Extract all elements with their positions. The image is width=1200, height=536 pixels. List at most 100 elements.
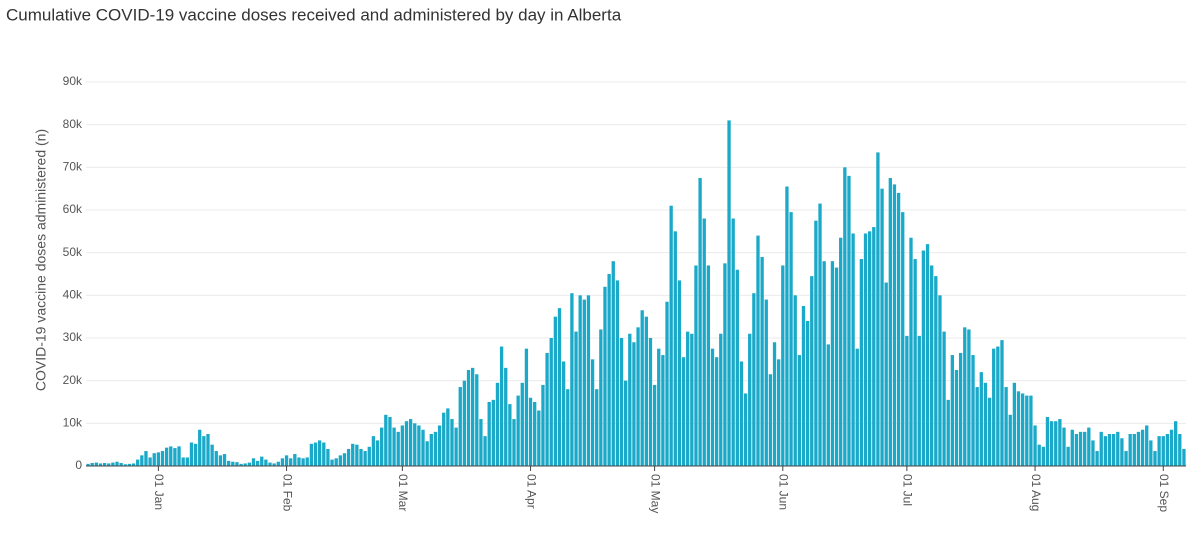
bar: [260, 456, 264, 466]
bar: [702, 218, 706, 466]
bar: [243, 463, 247, 466]
bar: [483, 436, 487, 466]
x-tick-label: 01 Apr: [524, 474, 538, 509]
x-tick-label: 01 May: [648, 474, 662, 513]
bar: [239, 463, 243, 466]
bar: [1033, 425, 1037, 466]
bar: [338, 455, 342, 466]
bar: [942, 331, 946, 466]
bar: [582, 299, 586, 466]
chart-title: Cumulative COVID-19 vaccine doses receiv…: [6, 5, 622, 24]
bar: [1095, 451, 1099, 466]
bar: [1132, 434, 1136, 466]
bar: [1157, 436, 1161, 466]
bar: [992, 348, 996, 466]
bar: [499, 346, 504, 466]
bar: [884, 282, 888, 466]
bar: [384, 414, 388, 466]
bar: [855, 348, 859, 466]
bar: [508, 404, 512, 466]
bar: [1116, 431, 1120, 466]
bar: [574, 331, 578, 466]
y-tick-label: 20k: [63, 373, 83, 387]
bar: [169, 446, 173, 466]
bar: [388, 416, 392, 466]
y-tick-label: 90k: [63, 74, 83, 88]
bar: [127, 463, 132, 466]
bar: [495, 382, 500, 466]
bar: [533, 402, 537, 466]
bar: [119, 463, 123, 466]
bar: [1045, 416, 1050, 466]
bar: [102, 463, 107, 466]
bar: [611, 261, 615, 466]
bar: [987, 397, 992, 466]
bar: [677, 280, 682, 466]
bar: [189, 442, 194, 466]
bar: [735, 269, 739, 466]
bar: [830, 261, 835, 466]
bar: [921, 250, 926, 466]
bar: [255, 460, 260, 466]
bar: [123, 464, 127, 466]
bar: [847, 175, 851, 466]
bar: [301, 458, 305, 466]
bar: [963, 327, 967, 466]
bar: [872, 227, 876, 466]
bar: [967, 329, 971, 466]
bar: [413, 423, 417, 466]
bar: [202, 436, 206, 466]
bar: [1008, 414, 1012, 466]
bar: [1178, 434, 1182, 466]
bar: [504, 367, 508, 466]
bar: [777, 359, 781, 466]
bar: [913, 259, 917, 466]
bar: [475, 374, 479, 466]
bar: [748, 333, 752, 466]
bar: [880, 188, 884, 466]
bar: [148, 457, 152, 466]
bar: [305, 457, 309, 466]
bar: [429, 434, 433, 466]
bar: [1041, 446, 1045, 466]
bar: [644, 316, 648, 466]
bar: [512, 419, 516, 466]
bar: [595, 389, 599, 466]
bar: [557, 308, 562, 466]
bar: [752, 293, 756, 466]
bar: [1182, 448, 1186, 466]
bar: [1153, 451, 1157, 466]
bar: [814, 220, 818, 466]
bar: [698, 178, 702, 466]
bar: [107, 463, 111, 466]
bar: [198, 429, 202, 466]
bar: [1091, 440, 1095, 466]
bar: [925, 244, 930, 466]
bar: [442, 412, 446, 466]
bar: [983, 382, 988, 466]
bar: [297, 457, 301, 466]
bar: [1103, 436, 1108, 466]
x-tick-label: 01 Jul: [901, 474, 915, 506]
bar: [934, 276, 938, 466]
bar: [917, 335, 921, 466]
x-tick-label: 01 Feb: [280, 474, 294, 512]
bar: [1074, 434, 1079, 466]
bar: [714, 357, 719, 466]
bar: [636, 327, 640, 466]
bar: [665, 301, 669, 466]
x-tick-label: 01 Mar: [396, 474, 410, 511]
bar: [276, 461, 280, 466]
bar: [723, 263, 727, 466]
bar: [284, 455, 289, 466]
bar: [417, 425, 421, 466]
bar: [400, 425, 405, 466]
bar: [313, 442, 318, 466]
bar: [487, 402, 491, 466]
bar: [694, 265, 698, 466]
bar: [545, 352, 549, 466]
bar: [1140, 429, 1145, 466]
bar: [570, 293, 574, 466]
bar: [996, 346, 1000, 466]
bar: [293, 454, 297, 466]
